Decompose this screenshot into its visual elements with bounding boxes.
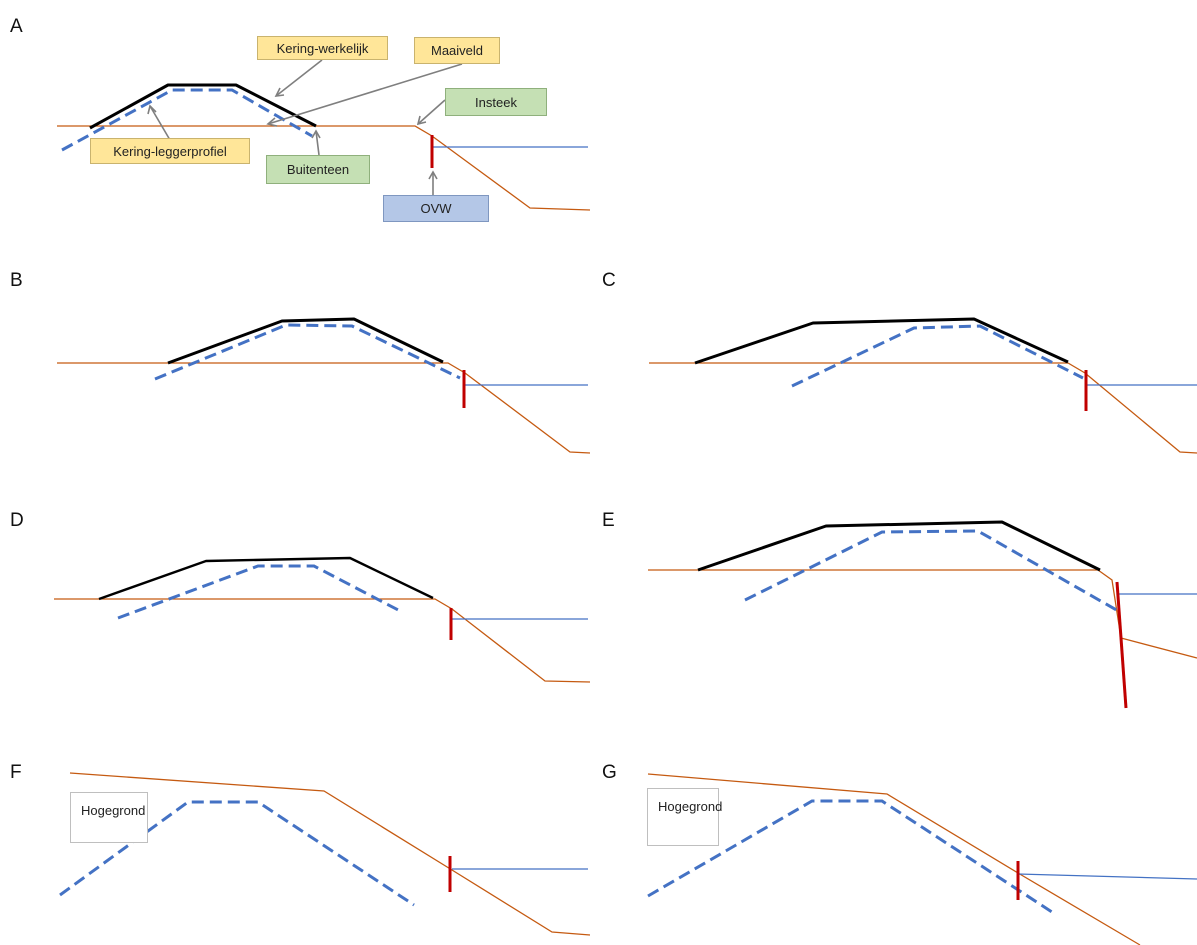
hoge-grond-label: Hoge grond <box>647 788 723 846</box>
panel-e-diagram <box>648 520 1197 709</box>
maaiveld-line <box>649 362 1197 454</box>
panel-label-f: F <box>10 762 22 783</box>
panel-label-e: E <box>602 510 615 531</box>
hoge-grond-line <box>647 773 1141 945</box>
hoge-grond-label: Hoge grond <box>70 792 148 843</box>
water-line <box>1017 873 1197 880</box>
panel-label-g: G <box>602 762 617 783</box>
arrowhead-insteek <box>416 115 427 126</box>
label-kering-leggerprofiel: Kering-leggerprofiel <box>90 138 250 164</box>
ovw-marker <box>1115 581 1128 709</box>
hoge-grond-line <box>69 772 591 936</box>
label-buitenteen: Buitenteen <box>266 155 370 184</box>
kering-leggerprofiel-line <box>59 800 415 907</box>
panel-f-diagram <box>59 772 591 936</box>
hoge-grond-line1: Hoge <box>81 803 113 818</box>
arrowhead-kering-werkelijk <box>274 87 285 97</box>
arrow-kering-werkelijk <box>275 59 323 97</box>
hoge-grond-line1: Hoge <box>658 799 690 814</box>
panel-label-b: B <box>10 270 23 291</box>
arrowhead-buitenteen <box>311 129 321 139</box>
arrowhead-maaiveld <box>266 117 278 127</box>
hoge-grond-line2: grond <box>689 799 723 814</box>
arrowhead-ovw <box>428 170 438 180</box>
kering-leggerprofiel-line <box>791 324 1084 388</box>
arrow-maaiveld <box>267 63 463 125</box>
panel-c-diagram <box>649 317 1197 454</box>
kering-leggerprofiel-line <box>117 564 403 620</box>
panel-b-diagram <box>57 317 591 454</box>
hoge-grond-line2: grond <box>112 803 146 818</box>
panel-label-a: A <box>10 16 23 37</box>
panel-g-diagram <box>647 773 1197 945</box>
kering-werkelijk-line <box>697 520 1101 572</box>
label-ovw: OVW <box>383 195 489 222</box>
panel-a-diagram <box>57 59 591 211</box>
arrow-leggerprofiel <box>149 105 171 141</box>
kering-werkelijk-line <box>694 317 1069 365</box>
maaiveld-line <box>648 569 1197 659</box>
panel-label-c: C <box>602 270 616 291</box>
kering-leggerprofiel-line <box>61 88 313 152</box>
maaiveld-line <box>54 598 591 683</box>
arrow-insteek <box>417 99 446 125</box>
panel-label-d: D <box>10 510 24 531</box>
kering-werkelijk-line <box>167 317 444 365</box>
label-kering-werkelijk: Kering-werkelijk <box>257 36 388 60</box>
kering-leggerprofiel-line <box>647 799 1056 916</box>
maaiveld-line <box>57 362 591 454</box>
label-insteek: Insteek <box>445 88 547 116</box>
panel-d-diagram <box>54 556 591 683</box>
arrow-buitenteen <box>315 130 320 156</box>
kering-leggerprofiel-line <box>744 529 1121 614</box>
annotation-arrows <box>147 59 463 195</box>
label-maaiveld: Maaiveld <box>414 37 500 64</box>
kering-werkelijk-line <box>89 83 317 130</box>
arrowhead-leggerprofiel <box>147 104 157 115</box>
kering-werkelijk-line <box>98 556 434 601</box>
